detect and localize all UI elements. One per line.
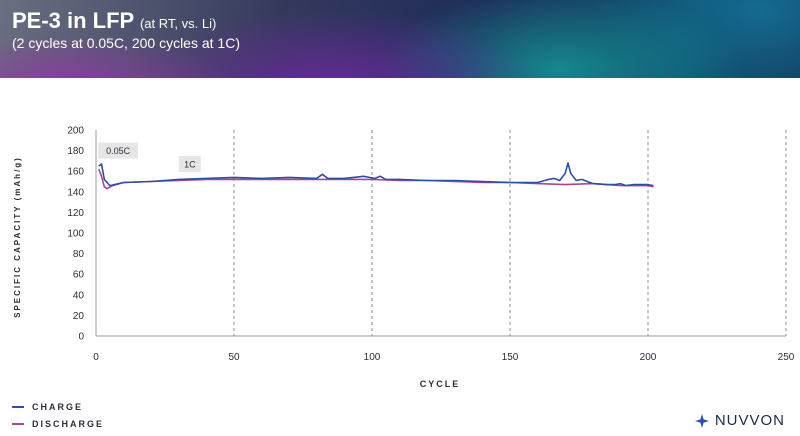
rate-label-1: 1C (184, 159, 196, 169)
x-tick-label-100: 100 (364, 352, 381, 363)
y-tick-label-160: 160 (67, 167, 84, 178)
rate-box-1 (178, 155, 201, 172)
y-tick-label-0: 0 (78, 332, 84, 343)
legend-label-charge: CHARGE (32, 401, 84, 412)
x-axis-label: CYCLE (420, 379, 461, 389)
y-tick-label-120: 120 (67, 208, 84, 219)
chart-legend: CHARGE DISCHARGE (12, 398, 104, 432)
y-tick-label-60: 60 (73, 270, 85, 281)
rate-label-0: 0.05C (106, 146, 131, 156)
rate-box-0 (98, 142, 139, 159)
legend-item-charge: CHARGE (12, 398, 104, 415)
page-subtitle: (2 cycles at 0.05C, 200 cycles at 1C) (12, 35, 240, 51)
y-tick-label-200: 200 (67, 126, 84, 137)
x-tick-label-0: 0 (93, 352, 99, 363)
y-tick-label-80: 80 (73, 249, 85, 260)
title-note: (at RT, vs. Li) (139, 16, 217, 31)
x-tick-label-250: 250 (778, 352, 795, 363)
y-tick-label-40: 40 (73, 290, 85, 301)
page-title: PE-3 in LFP (at RT, vs. Li) (12, 8, 216, 34)
y-tick-label-140: 140 (67, 187, 84, 198)
header-banner: PE-3 in LFP (at RT, vs. Li) (2 cycles at… (0, 0, 800, 78)
y-axis-label: SPECIFIC CAPACITY (mAh/g) (13, 156, 22, 318)
series-line-charge (98, 162, 654, 187)
y-tick-label-100: 100 (67, 229, 84, 240)
y-tick-label-180: 180 (67, 146, 84, 157)
legend-swatch-discharge (12, 422, 24, 425)
x-tick-label-200: 200 (640, 352, 657, 363)
title-main: PE-3 in LFP (12, 8, 134, 33)
y-tick-label-20: 20 (73, 311, 85, 322)
legend-label-discharge: DISCHARGE (32, 418, 105, 429)
legend-swatch-charge (12, 405, 24, 408)
brand-name: NUVVON (714, 412, 785, 429)
x-tick-label-50: 50 (228, 352, 240, 363)
four-point-star-icon (694, 413, 709, 428)
legend-item-discharge: DISCHARGE (12, 415, 104, 432)
brand-logo: NUVVON (694, 412, 785, 429)
x-tick-label-150: 150 (502, 352, 519, 363)
